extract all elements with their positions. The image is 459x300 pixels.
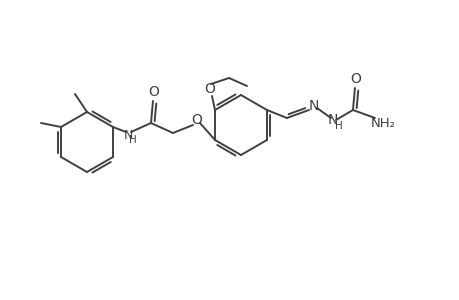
Text: N: N [308, 99, 319, 113]
Text: NH₂: NH₂ [369, 116, 395, 130]
Text: O: O [148, 85, 159, 99]
Text: H: H [129, 135, 137, 145]
Text: O: O [191, 113, 202, 127]
Text: O: O [350, 72, 361, 86]
Text: H: H [334, 121, 342, 131]
Text: N: N [123, 128, 132, 142]
Text: O: O [204, 82, 215, 96]
Text: N: N [327, 113, 337, 127]
